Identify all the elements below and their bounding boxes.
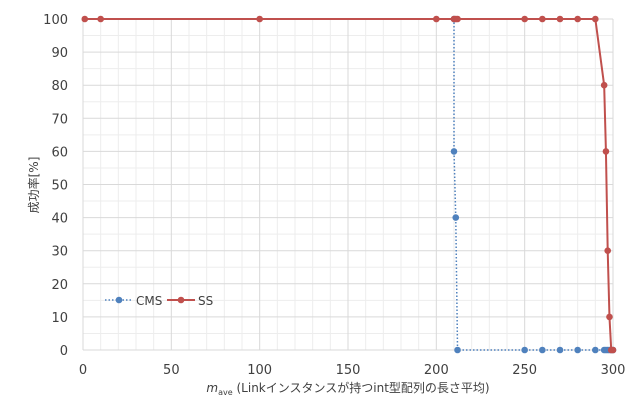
data-point-ss — [602, 148, 610, 155]
data-point-cms — [450, 148, 458, 155]
y-tick-label: 60 — [51, 145, 68, 160]
legend-swatch-marker — [177, 296, 185, 304]
y-tick-label: 100 — [43, 13, 68, 28]
x-axis-title-sub: ave — [218, 388, 233, 397]
x-tick-label: 100 — [247, 363, 272, 378]
data-point-ss — [454, 15, 461, 23]
y-tick-label: 0 — [60, 344, 68, 359]
x-axis-title: mave (Linkインスタンスが持つint型配列の長さ平均) — [206, 380, 489, 397]
x-tick-label: 0 — [79, 363, 87, 378]
y-tick-labels: 0 10 20 30 40 50 60 70 80 90 100 — [43, 13, 68, 359]
x-tick-label: 300 — [601, 363, 626, 378]
data-point-cms — [574, 346, 581, 354]
y-tick-label: 40 — [51, 212, 68, 227]
data-point-ss — [606, 313, 613, 321]
data-point-ss — [97, 15, 104, 23]
data-point-ss — [433, 15, 440, 23]
legend-label: CMS — [136, 294, 162, 308]
legend: CMS SS — [105, 294, 213, 308]
x-axis-title-rest: (Linkインスタンスが持つint型配列の長さ平均) — [233, 380, 490, 395]
y-tick-label: 30 — [51, 245, 68, 260]
data-point-cms — [521, 346, 528, 354]
data-point-ss — [256, 15, 263, 23]
x-axis-title-main: m — [206, 381, 218, 395]
x-tick-labels: 0 50 100 150 200 250 300 — [79, 363, 626, 378]
data-point-ss — [556, 15, 564, 23]
data-point-ss — [600, 81, 608, 89]
data-point-cms — [592, 346, 599, 354]
series-layer — [81, 15, 617, 354]
x-tick-label: 200 — [424, 363, 449, 378]
y-tick-label: 90 — [51, 46, 68, 61]
legend-label: SS — [198, 294, 213, 308]
x-tick-label: 50 — [163, 363, 180, 378]
data-point-cms — [454, 346, 461, 354]
y-tick-label: 80 — [51, 79, 68, 94]
data-point-cms — [452, 214, 460, 221]
y-tick-label: 20 — [51, 278, 68, 293]
series-line-cms — [453, 19, 613, 351]
y-tick-label: 50 — [51, 179, 68, 194]
grid — [82, 18, 614, 351]
data-point-cms — [539, 346, 546, 354]
legend-item-ss: SS — [167, 294, 213, 308]
y-axis-title: 成功率[%] — [26, 157, 41, 214]
x-tick-label: 150 — [336, 363, 361, 378]
y-tick-label: 70 — [51, 112, 68, 127]
data-point-ss — [521, 15, 528, 23]
y-tick-label: 10 — [51, 311, 68, 326]
legend-swatch-marker — [115, 296, 123, 304]
x-tick-label: 250 — [512, 363, 537, 378]
data-point-ss — [81, 15, 89, 23]
series-line-ss — [84, 18, 613, 351]
series-ss — [81, 15, 617, 354]
data-point-ss — [604, 247, 611, 254]
data-point-cms — [556, 346, 564, 354]
data-point-ss — [609, 346, 617, 354]
data-point-ss — [574, 15, 581, 23]
data-point-ss — [592, 15, 599, 23]
data-point-ss — [539, 15, 546, 23]
legend-item-cms: CMS — [105, 294, 162, 308]
